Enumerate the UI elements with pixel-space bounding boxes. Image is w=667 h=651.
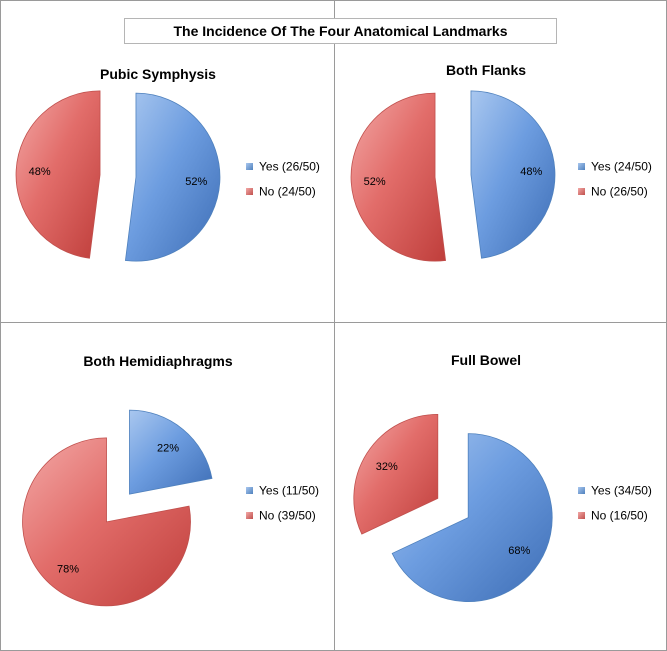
chart-title-both-flanks: Both Flanks (446, 62, 526, 78)
data-label-full-bowel-yes: 68% (508, 545, 530, 557)
pie-slice-both-flanks-no (350, 92, 447, 262)
data-label-pubic-symphysis-yes: 52% (185, 176, 207, 188)
chart-title-both-hemidiaphragms: Both Hemidiaphragms (83, 353, 233, 369)
pie-slice-both-hemidiaphragms-yes (129, 409, 213, 495)
legend-label-pubic-symphysis-no: No (24/50) (259, 185, 316, 199)
legend-key-full-bowel-yes (578, 487, 585, 494)
legend-label-full-bowel-yes: Yes (34/50) (591, 484, 652, 498)
legend-key-both-hemidiaphragms-no (246, 512, 253, 519)
data-label-both-hemidiaphragms-no: 78% (57, 563, 79, 575)
legend-key-both-hemidiaphragms-yes (246, 487, 253, 494)
pie-slice-pubic-symphysis-no (15, 90, 101, 259)
pie-slice-both-flanks-yes (470, 90, 556, 259)
legend-label-pubic-symphysis-yes: Yes (26/50) (259, 160, 320, 174)
chart-title-pubic-symphysis: Pubic Symphysis (100, 66, 216, 82)
pie-slice-pubic-symphysis-yes (124, 92, 221, 262)
data-label-full-bowel-no: 32% (376, 461, 398, 473)
legend-label-full-bowel-no: No (16/50) (591, 509, 648, 523)
data-label-both-flanks-yes: 48% (520, 166, 542, 178)
legend-key-both-flanks-yes (578, 163, 585, 170)
chart-title-full-bowel: Full Bowel (451, 352, 521, 368)
data-label-both-flanks-no: 52% (364, 176, 386, 188)
legend-key-pubic-symphysis-yes (246, 163, 253, 170)
pie-slice-both-hemidiaphragms-no (22, 437, 191, 607)
data-label-both-hemidiaphragms-yes: 22% (157, 443, 179, 455)
pie-slice-full-bowel-no (353, 413, 439, 535)
pie-slice-full-bowel-yes (391, 433, 553, 602)
legend-key-both-flanks-no (578, 188, 585, 195)
legend-key-full-bowel-no (578, 512, 585, 519)
data-label-pubic-symphysis-no: 48% (29, 166, 51, 178)
legend-key-pubic-symphysis-no (246, 188, 253, 195)
figure-title: The Incidence Of The Four Anatomical Lan… (124, 18, 557, 44)
legend-label-both-flanks-no: No (26/50) (591, 185, 648, 199)
legend-label-both-hemidiaphragms-no: No (39/50) (259, 509, 316, 523)
legend-label-both-flanks-yes: Yes (24/50) (591, 160, 652, 174)
legend-label-both-hemidiaphragms-yes: Yes (11/50) (259, 484, 319, 498)
